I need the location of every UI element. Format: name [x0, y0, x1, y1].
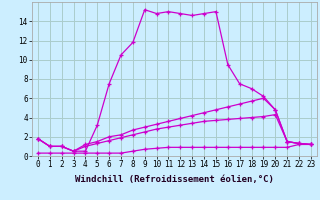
X-axis label: Windchill (Refroidissement éolien,°C): Windchill (Refroidissement éolien,°C) [75, 175, 274, 184]
